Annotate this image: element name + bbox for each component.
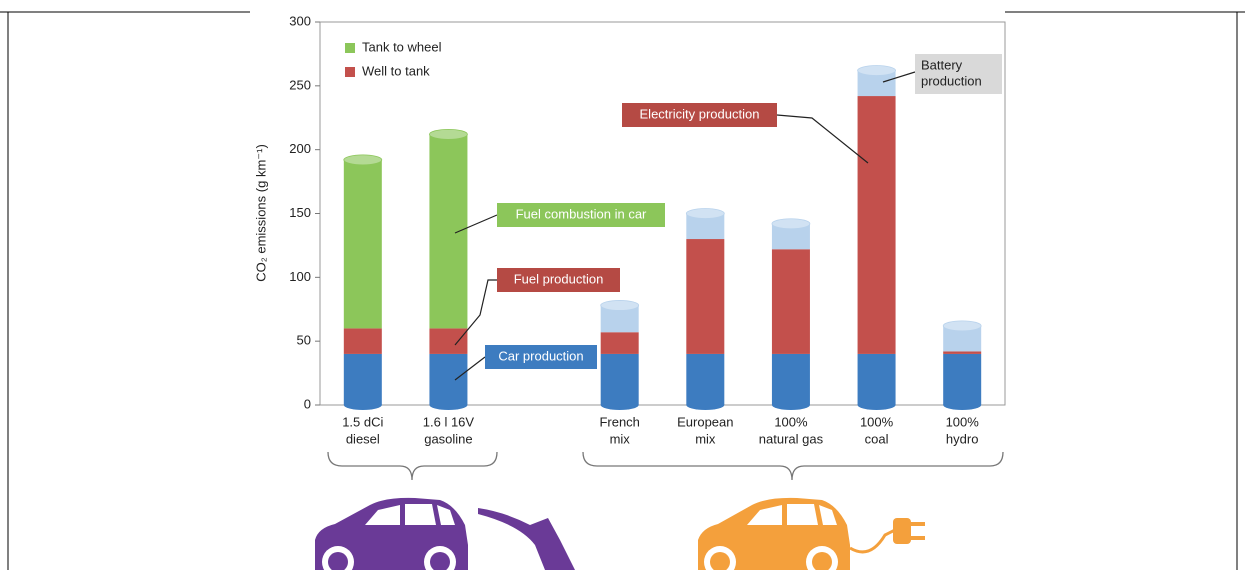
- legend-label: Well to tank: [362, 63, 430, 78]
- annotation-label: production: [921, 73, 982, 88]
- annotation-leader: [882, 71, 916, 83]
- cylinder-top: [429, 128, 468, 140]
- x-tick-label: French: [599, 414, 639, 429]
- bar-segment: [429, 328, 468, 354]
- bar-segment: [857, 353, 896, 405]
- y-tick-label: 0: [304, 396, 311, 411]
- y-tick-label: 200: [289, 141, 311, 156]
- cylinder-top: [685, 208, 725, 219]
- annotation-label: Battery: [921, 57, 963, 72]
- x-tick-label: 100%: [860, 414, 894, 429]
- annotation-box: [485, 345, 597, 369]
- x-tick-label: mix: [695, 431, 716, 446]
- x-tick-label: hydro: [946, 431, 979, 446]
- x-tick-label: European: [677, 414, 733, 429]
- bar-segment: [686, 239, 725, 354]
- annotation-leader: [454, 356, 486, 381]
- annotation-leader: [454, 279, 497, 346]
- x-tick-label: diesel: [346, 431, 380, 446]
- bar-segment: [343, 159, 382, 329]
- y-tick-label: 150: [289, 205, 311, 220]
- bar-segment: [943, 351, 982, 354]
- cylinder-top: [343, 154, 383, 166]
- bar-segment: [600, 353, 639, 405]
- annotation-label: Fuel production: [514, 271, 604, 286]
- legend-swatch: [345, 43, 355, 53]
- x-tick-label: natural gas: [759, 431, 824, 446]
- bar-segment: [600, 332, 639, 354]
- y-tick-label: 300: [289, 13, 311, 28]
- y-axis-label: CO₂ emissions (g km⁻¹): [253, 144, 268, 282]
- legend-label: Tank to wheel: [362, 39, 442, 54]
- annotation-label: Electricity production: [640, 106, 760, 121]
- bar-segment: [429, 353, 468, 405]
- bar-segment: [943, 353, 982, 405]
- bar-segment: [429, 134, 468, 329]
- annotation-label: Fuel combustion in car: [516, 206, 647, 221]
- annotation-box: [497, 268, 620, 292]
- cylinder-top: [600, 300, 640, 311]
- cylinder-top: [771, 218, 811, 230]
- x-tick-label: gasoline: [424, 431, 472, 446]
- page-frame: [0, 11, 1245, 570]
- y-tick-label: 100: [289, 269, 311, 284]
- cylinder-top: [942, 320, 982, 332]
- electric-car-icon: [698, 497, 925, 570]
- y-tick-label: 250: [289, 77, 311, 92]
- annotation-label: Car production: [498, 348, 583, 363]
- x-tick-label: 1.5 dCi: [342, 414, 383, 429]
- bar-segment: [343, 353, 382, 405]
- annotation-box: [915, 54, 1002, 94]
- x-tick-label: mix: [610, 431, 631, 446]
- annotation-box: [622, 103, 777, 127]
- bar-segment: [686, 353, 725, 405]
- braces: [327, 451, 1004, 481]
- legend-swatch: [345, 67, 355, 77]
- cylinder-top: [857, 65, 896, 76]
- annotation-leader: [454, 214, 498, 234]
- x-tick-label: 100%: [774, 414, 808, 429]
- y-tick-label: 50: [297, 333, 311, 348]
- bar-segment: [771, 353, 810, 405]
- annotation-box: [497, 203, 665, 227]
- annotation-leader: [776, 114, 869, 164]
- bar-segment: [771, 249, 810, 354]
- bar-segment: [343, 328, 382, 354]
- x-tick-label: coal: [865, 431, 889, 446]
- petrol-car-icon: [315, 497, 575, 570]
- x-tick-label: 100%: [946, 414, 980, 429]
- bar-segment: [857, 96, 896, 354]
- x-tick-label: 1.6 l 16V: [423, 414, 475, 429]
